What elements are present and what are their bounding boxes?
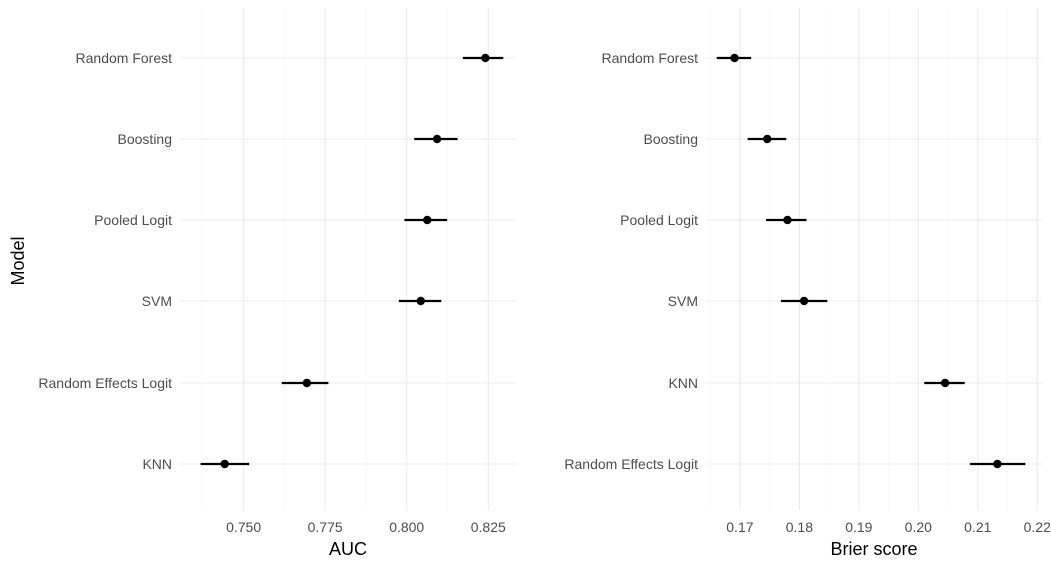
point-estimate xyxy=(783,215,792,225)
point-estimate xyxy=(993,459,1002,469)
point-estimate xyxy=(423,215,432,225)
point-estimate xyxy=(302,378,312,388)
y-tick-label: Random Effects Logit xyxy=(38,375,172,391)
y-tick-label: KNN xyxy=(142,456,172,472)
y-tick-label: Pooled Logit xyxy=(620,212,698,228)
y-tick-label: Random Effects Logit xyxy=(564,456,698,472)
x-tick-label: 0.22 xyxy=(1024,519,1051,535)
brier-panel: Random Forest Boosting Pooled Logit SVM KNN R… xyxy=(564,8,1051,559)
y-tick-label: Boosting xyxy=(118,131,172,147)
x-axis-title: Brier score xyxy=(830,539,917,559)
point-estimate xyxy=(220,459,229,469)
x-axis-title: AUC xyxy=(329,539,367,559)
y-axis-title: Model xyxy=(8,236,28,285)
x-tick-label: 0.19 xyxy=(845,519,872,535)
point-estimate xyxy=(799,296,809,306)
point-estimate xyxy=(481,53,490,63)
auc-panel: Random Forest Boosting Pooled Logit SVM Rand… xyxy=(38,8,516,559)
x-tick-label: 0.825 xyxy=(471,519,506,535)
point-estimate xyxy=(763,134,772,144)
x-tick-label: 0.750 xyxy=(226,519,261,535)
y-tick-label: KNN xyxy=(668,375,698,391)
y-tick-label: Random Forest xyxy=(76,50,173,66)
x-tick-label: 0.775 xyxy=(308,519,343,535)
x-tick-label: 0.800 xyxy=(389,519,424,535)
y-tick-label: Pooled Logit xyxy=(94,212,172,228)
x-tick-label: 0.18 xyxy=(786,519,813,535)
point-estimate xyxy=(432,134,442,144)
x-tick-label: 0.17 xyxy=(726,519,753,535)
point-estimate xyxy=(940,378,950,388)
y-tick-label: SVM xyxy=(142,293,172,309)
y-tick-label: SVM xyxy=(668,293,698,309)
y-tick-label: Random Forest xyxy=(602,50,699,66)
x-tick-label: 0.20 xyxy=(905,519,932,535)
point-estimate xyxy=(730,53,739,63)
y-tick-label: Boosting xyxy=(644,131,698,147)
point-estimate xyxy=(416,296,425,306)
x-tick-label: 0.21 xyxy=(964,519,991,535)
